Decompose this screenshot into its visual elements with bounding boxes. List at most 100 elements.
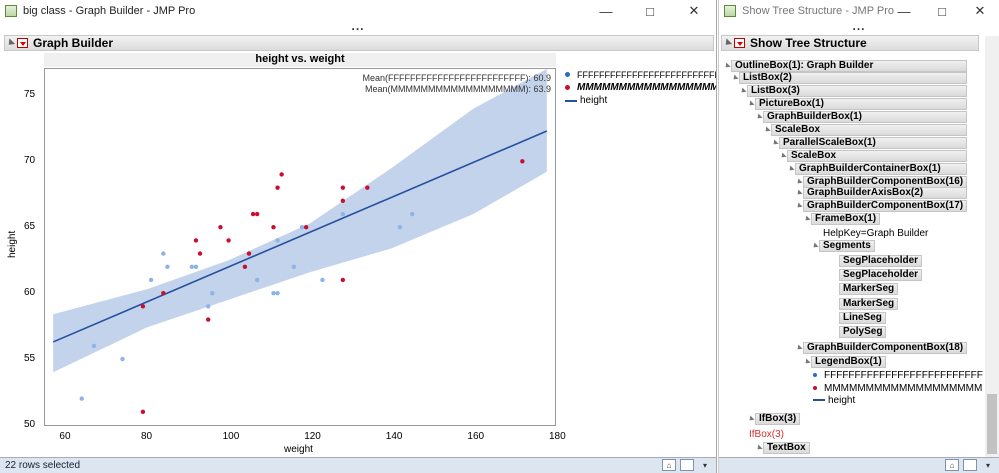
toolbar-grip[interactable]: ... <box>351 19 365 33</box>
plot-frame[interactable]: Mean(FFFFFFFFFFFFFFFFFFFFFFFFF): 60.9 Me… <box>44 68 556 426</box>
data-point-f[interactable] <box>275 238 280 243</box>
disclosure-icon[interactable] <box>731 74 739 82</box>
data-point-f[interactable] <box>210 290 215 296</box>
data-point-f[interactable] <box>91 343 97 349</box>
disclosure-icon[interactable] <box>795 178 803 186</box>
home-icon[interactable]: ⌂ <box>662 459 676 471</box>
minimize-button-2[interactable]: — <box>897 3 911 19</box>
data-point-m[interactable] <box>242 264 248 269</box>
checkbox-icon-2[interactable] <box>963 459 977 471</box>
data-point-f[interactable] <box>271 290 276 296</box>
disclosure-icon[interactable] <box>795 189 803 197</box>
toolbar-grip-2[interactable]: ... <box>852 19 866 33</box>
data-point-m[interactable] <box>161 290 166 296</box>
disclosure-icon[interactable] <box>795 202 803 210</box>
data-point-m[interactable] <box>340 198 346 204</box>
tree-node[interactable]: OutlineBox(1): Graph Builder <box>723 60 967 72</box>
data-point-m[interactable] <box>271 225 276 230</box>
data-point-f[interactable] <box>148 277 154 283</box>
tree-node[interactable]: Segments <box>811 240 875 252</box>
tree-node[interactable]: IfBox(3) <box>747 413 801 425</box>
disclosure-icon[interactable] <box>739 87 747 95</box>
home-icon-2[interactable]: ⌂ <box>945 459 959 471</box>
disclosure-icon[interactable] <box>763 126 771 134</box>
data-point-m[interactable] <box>246 251 252 256</box>
legend-item-f[interactable]: FFFFFFFFFFFFFFFFFFFFFFFFFF <box>565 68 716 81</box>
data-point-f[interactable] <box>193 264 199 269</box>
tree-node[interactable]: ScaleBox <box>763 124 967 136</box>
data-point-f[interactable] <box>165 264 170 269</box>
data-point-f[interactable] <box>320 277 325 283</box>
data-point-m[interactable] <box>275 185 280 190</box>
data-point-m[interactable] <box>140 304 146 309</box>
data-point-m[interactable] <box>520 159 525 164</box>
y-axis-label[interactable]: height <box>7 230 18 258</box>
tree-node[interactable]: LineSeg <box>821 312 886 324</box>
maximize-button-2[interactable]: □ <box>938 3 946 19</box>
data-point-m[interactable] <box>140 409 146 415</box>
checkbox-icon[interactable] <box>680 459 694 471</box>
data-point-f[interactable] <box>299 225 305 230</box>
disclosure-icon[interactable] <box>723 62 731 70</box>
legend[interactable]: FFFFFFFFFFFFFFFFFFFFFFFFFF MMMMMMMMMMMMM… <box>565 68 716 107</box>
dropdown-icon[interactable]: ▾ <box>702 460 707 470</box>
tree-node[interactable]: GraphBuilderAxisBox(2) <box>795 187 967 199</box>
data-point-m[interactable] <box>303 225 309 230</box>
disclosure-icon[interactable] <box>803 215 811 223</box>
scroll-thumb[interactable] <box>987 394 997 454</box>
tree-node[interactable]: GraphBuilderComponentBox(18) <box>795 342 968 354</box>
data-point-m[interactable] <box>250 211 256 217</box>
data-point-m[interactable] <box>193 238 199 243</box>
graph-title[interactable]: height vs. weight <box>44 53 556 67</box>
data-point-f[interactable] <box>397 225 403 230</box>
tree-node[interactable]: HelpKey=Graph Builder <box>813 227 928 239</box>
legend-item-m[interactable]: MMMMMMMMMMMMMMMMMMM <box>565 81 716 94</box>
maximize-button[interactable]: □ <box>646 3 654 19</box>
tree-node[interactable]: GraphBuilderComponentBox(17) <box>795 200 968 212</box>
data-point-f[interactable] <box>79 396 84 401</box>
disclosure-icon[interactable] <box>811 242 819 250</box>
disclosure-icon[interactable] <box>747 415 755 423</box>
data-point-m[interactable] <box>254 211 260 217</box>
data-point-m[interactable] <box>218 225 223 230</box>
tree-node[interactable]: GraphBuilderContainerBox(1) <box>787 163 967 175</box>
data-point-f[interactable] <box>161 251 166 256</box>
data-point-f[interactable] <box>410 211 415 217</box>
data-point-f[interactable] <box>275 290 280 296</box>
tree-node[interactable]: ParallelScaleBox(1) <box>771 137 967 149</box>
data-point-m[interactable] <box>206 317 211 322</box>
tree-node[interactable]: ListBox(3) <box>739 85 967 97</box>
outline-header[interactable]: Graph Builder <box>4 35 714 51</box>
tree-node[interactable]: IfBox(3) <box>749 428 784 440</box>
tree-node[interactable]: SegPlaceholder <box>821 269 923 281</box>
disclosure-icon[interactable] <box>779 152 787 160</box>
data-point-m[interactable] <box>279 172 284 177</box>
data-point-m[interactable] <box>340 277 346 283</box>
red-triangle-menu-icon-2[interactable] <box>734 38 745 48</box>
dropdown-icon-2[interactable]: ▾ <box>985 460 990 470</box>
tree-node[interactable]: ScaleBox <box>779 150 967 162</box>
tree-node[interactable]: TextBox <box>755 442 810 454</box>
data-point-f[interactable] <box>340 211 346 217</box>
tree-node[interactable]: MMMMMMMMMMMMMMMMMMM <box>813 382 982 394</box>
tree-node[interactable]: ListBox(2) <box>731 72 967 84</box>
disclosure-icon[interactable] <box>795 344 803 352</box>
disclosure-icon[interactable] <box>755 113 763 121</box>
disclosure-icon[interactable] <box>803 358 811 366</box>
tree-node[interactable]: MarkerSeg <box>821 283 899 295</box>
data-point-f[interactable] <box>189 264 195 269</box>
outline-header-2[interactable]: Show Tree Structure <box>721 35 979 51</box>
data-point-f[interactable] <box>120 356 125 362</box>
disclosure-icon[interactable] <box>787 165 795 173</box>
x-axis-label[interactable]: weight <box>284 444 313 455</box>
fit-line[interactable] <box>52 130 548 343</box>
data-point-m[interactable] <box>340 185 346 190</box>
tree-node[interactable]: FFFFFFFFFFFFFFFFFFFFFFFFFF <box>813 369 983 381</box>
disclosure-icon-2[interactable] <box>722 38 733 48</box>
scatter-plot[interactable] <box>45 69 555 425</box>
disclosure-icon[interactable] <box>747 100 755 108</box>
tree-node[interactable]: PolySeg <box>821 326 887 338</box>
vertical-scrollbar[interactable] <box>985 36 999 457</box>
red-triangle-menu-icon[interactable] <box>17 38 28 48</box>
tree-node[interactable]: PictureBox(1) <box>747 98 967 110</box>
